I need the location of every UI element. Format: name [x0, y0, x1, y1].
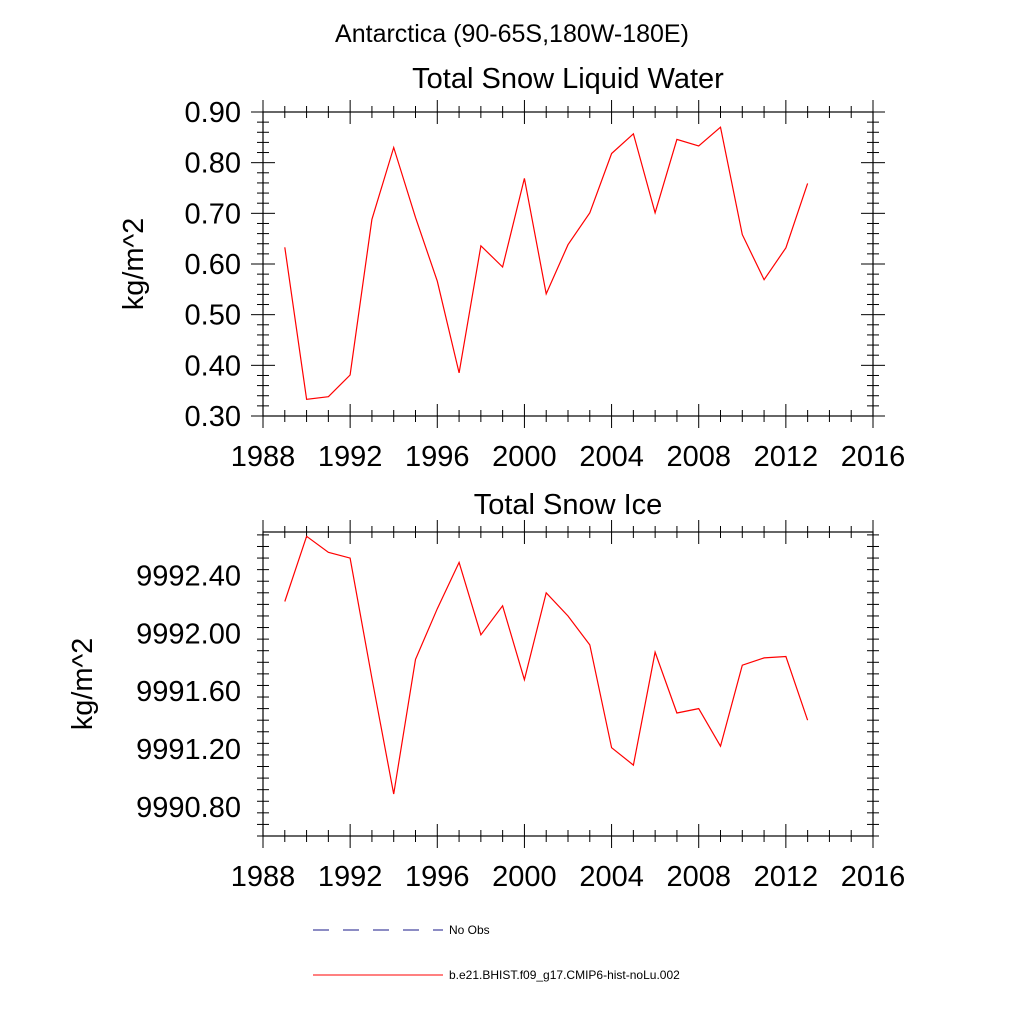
x-tick-label: 2008 [666, 861, 731, 893]
x-tick-label: 2000 [492, 861, 557, 893]
panel-2-plot: 1988 1992 1996 2000 2004 2008 2012 2016 9990.80 9… [136, 520, 905, 893]
x-tick-label: 2008 [666, 441, 731, 473]
plot-frame [262, 111, 874, 417]
panel-2-title: Total Snow Ice [474, 489, 663, 521]
plot-frame [262, 531, 874, 837]
panel-snow-liquid-water: Total Snow Liquid Water kg/m^2 1988 1992 1… [118, 63, 905, 473]
y-tick-label: 0.90 [185, 97, 241, 129]
y-tick-label: 0.60 [185, 249, 241, 281]
x-tick-label: 1996 [405, 861, 470, 893]
panel-1-title: Total Snow Liquid Water [412, 63, 724, 95]
x-tick-label: 1992 [318, 861, 383, 893]
panel-1-plot: 1988 1992 1996 2000 2004 2008 2012 2016 0.30 0.40… [185, 97, 906, 473]
series-line [284, 126, 809, 400]
legend: No Obs b.e21.BHIST.f09_g17.CMIP6-hist-no… [313, 923, 680, 982]
y-tick-label: 9990.80 [136, 792, 241, 824]
y-tick-label: 9991.20 [136, 734, 241, 766]
x-tick-label: 2000 [492, 441, 557, 473]
legend-model-label: b.e21.BHIST.f09_g17.CMIP6-hist-noLu.002 [449, 968, 680, 982]
x-tick-label: 1996 [405, 441, 470, 473]
y-tick-label: 9992.40 [136, 560, 241, 592]
x-tick-label: 1992 [318, 441, 383, 473]
series-line [284, 535, 809, 795]
legend-no-obs-label: No Obs [449, 923, 490, 937]
y-tick-label: 9992.00 [136, 618, 241, 650]
x-tick-label: 2004 [579, 441, 644, 473]
panel-snow-ice: Total Snow Ice kg/m^2 1988 1992 1996 2000 20… [67, 489, 905, 893]
x-tick-label: 2004 [579, 861, 644, 893]
panel-1-ylabel: kg/m^2 [118, 218, 150, 311]
x-tick-label: 2012 [754, 861, 819, 893]
y-tick-label: 9991.60 [136, 676, 241, 708]
x-tick-label: 1988 [231, 441, 296, 473]
y-tick-label: 0.30 [185, 401, 241, 433]
y-tick-label: 0.80 [185, 148, 241, 180]
y-tick-label: 0.70 [185, 198, 241, 230]
x-tick-label: 2016 [841, 861, 906, 893]
y-tick-label: 0.40 [185, 350, 241, 382]
chart-suptitle: Antarctica (90-65S,180W-180E) [335, 20, 689, 48]
x-tick-label: 1988 [231, 861, 296, 893]
x-tick-label: 2016 [841, 441, 906, 473]
panel-2-ylabel: kg/m^2 [67, 638, 99, 731]
x-tick-label: 2012 [754, 441, 819, 473]
y-tick-label: 0.50 [185, 300, 241, 332]
